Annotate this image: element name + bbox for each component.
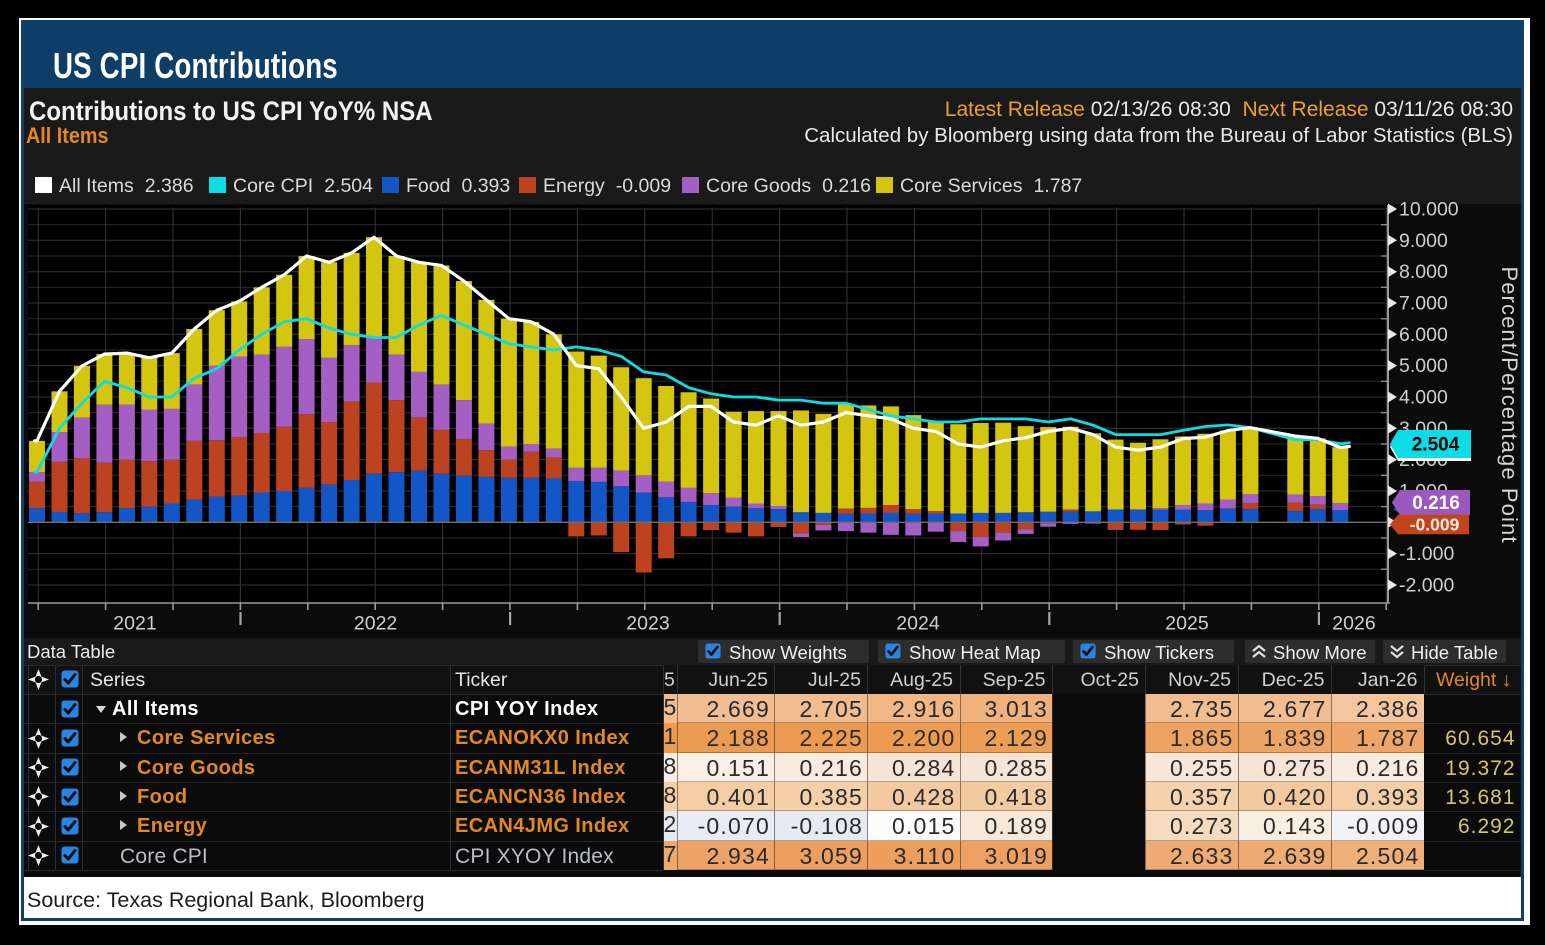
- svg-text:2023: 2023: [626, 613, 669, 635]
- svg-text:4.000: 4.000: [1399, 387, 1448, 409]
- svg-text:-2.000: -2.000: [1399, 575, 1454, 597]
- svg-text:10.000: 10.000: [1399, 199, 1459, 221]
- svg-text:0.216: 0.216: [1412, 493, 1460, 514]
- svg-text:2026: 2026: [1332, 613, 1375, 635]
- svg-text:5.000: 5.000: [1399, 355, 1448, 377]
- svg-text:2022: 2022: [354, 613, 397, 635]
- svg-text:2025: 2025: [1165, 613, 1209, 635]
- svg-text:-1.000: -1.000: [1399, 543, 1454, 565]
- svg-text:9.000: 9.000: [1399, 230, 1448, 252]
- svg-text:2021: 2021: [113, 613, 156, 635]
- svg-text:2.504: 2.504: [1412, 435, 1460, 456]
- svg-text:Percent/Percentage Point: Percent/Percentage Point: [1497, 266, 1521, 543]
- svg-text:2024: 2024: [896, 613, 940, 635]
- svg-text:7.000: 7.000: [1399, 293, 1448, 315]
- svg-text:6.000: 6.000: [1399, 324, 1448, 346]
- svg-text:-0.009: -0.009: [1410, 515, 1460, 535]
- svg-text:8.000: 8.000: [1399, 261, 1448, 283]
